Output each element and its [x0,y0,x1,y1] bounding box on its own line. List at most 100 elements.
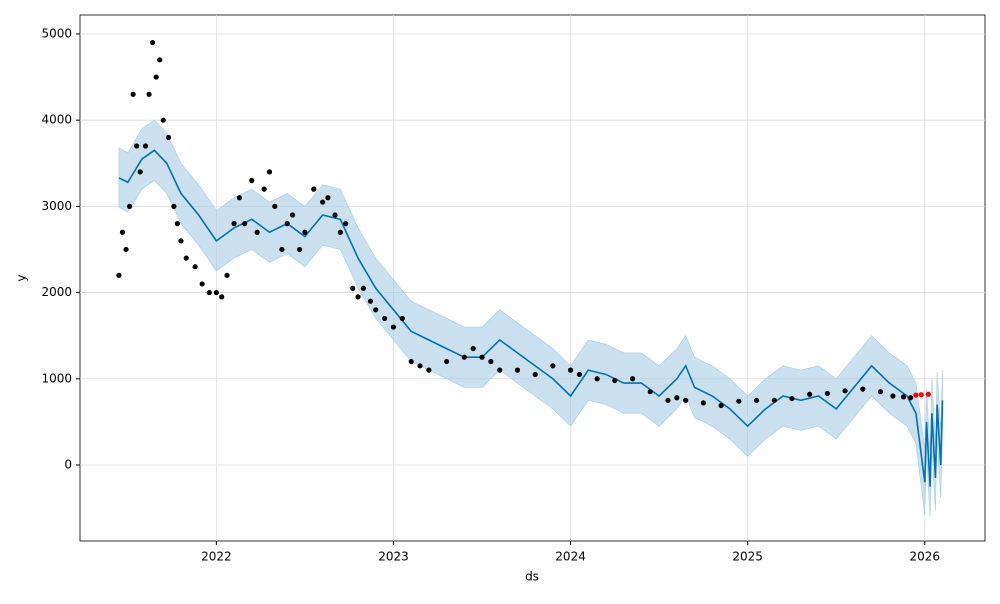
data-point [629,376,636,382]
data-point [612,377,618,384]
data-point [918,392,924,398]
data-point [824,390,830,397]
y-tick-label: 3000 [41,199,72,213]
data-point [470,345,476,352]
x-tick-label: 2025 [732,550,763,564]
data-point [647,389,653,395]
data-point [157,57,163,63]
data-point [399,315,405,322]
data-point [289,212,296,218]
data-point [249,177,255,184]
data-point [890,393,896,399]
data-point [206,289,212,296]
data-point [355,294,361,300]
data-point [426,367,432,373]
data-point [254,229,260,235]
data-point [532,371,538,378]
data-point [789,395,795,402]
data-point [373,307,379,313]
data-point [123,246,129,253]
data-point [160,117,166,123]
data-point [171,203,177,209]
data-point [444,358,450,365]
data-point [514,367,521,373]
data-point [266,169,273,175]
data-point [382,315,388,322]
data-point [576,371,583,378]
data-point [900,394,907,400]
data-point [908,395,914,401]
data-point [771,397,777,403]
data-point [360,285,366,291]
data-point [417,363,423,369]
data-point [146,91,152,97]
y-tick-label: 0 [64,457,72,471]
data-point [165,134,172,141]
x-tick-label: 2026 [910,550,941,564]
data-point [343,221,349,227]
data-point [337,229,343,235]
uncertainty-band [118,119,943,517]
y-tick-label: 4000 [41,113,72,127]
data-point [479,354,485,360]
data-point [488,358,494,365]
data-point [150,39,156,46]
data-point [279,246,285,253]
data-point [192,264,198,270]
data-point [311,186,317,192]
data-point [174,221,181,227]
data-point [302,229,308,235]
data-point [461,354,467,360]
data-point [913,392,919,398]
plot-frame [79,14,986,542]
data-point [718,402,724,409]
data-point [753,397,760,403]
data-point [284,221,290,227]
data-point [219,294,225,300]
data-point [350,285,356,291]
data-point [320,199,326,205]
data-point [116,272,122,278]
x-tick-label: 2022 [201,550,232,564]
data-point [183,255,189,261]
data-point [213,289,219,296]
x-axis-label: ds [525,570,539,584]
data-point [497,367,503,373]
data-point [199,281,205,287]
data-point [142,143,149,149]
data-point [700,400,707,406]
data-point [261,186,267,192]
data-point [842,388,848,394]
data-point [224,272,230,278]
data-point [272,203,278,209]
data-point [390,324,397,330]
y-tick-label: 2000 [41,285,72,299]
data-point [153,74,159,80]
x-tick-label: 2023 [378,550,409,564]
data-point [567,367,574,373]
x-tick-label: 2024 [555,550,586,564]
data-point [297,246,303,253]
forecast-line [118,149,944,487]
data-point [807,391,813,397]
data-point [325,195,331,201]
data-point [332,212,338,218]
data-point [408,358,414,365]
data-point [550,363,556,369]
data-point [736,398,742,404]
data-point [231,221,237,227]
data-point [860,386,866,392]
data-point [137,169,143,175]
data-point [594,376,600,382]
data-point [683,397,689,403]
data-point [126,203,133,209]
data-point [674,395,680,401]
data-point [925,391,931,397]
data-point [130,91,136,97]
data-point [367,298,374,304]
data-point [877,389,884,395]
data-point [119,229,126,235]
y-tick-label: 1000 [41,371,72,385]
